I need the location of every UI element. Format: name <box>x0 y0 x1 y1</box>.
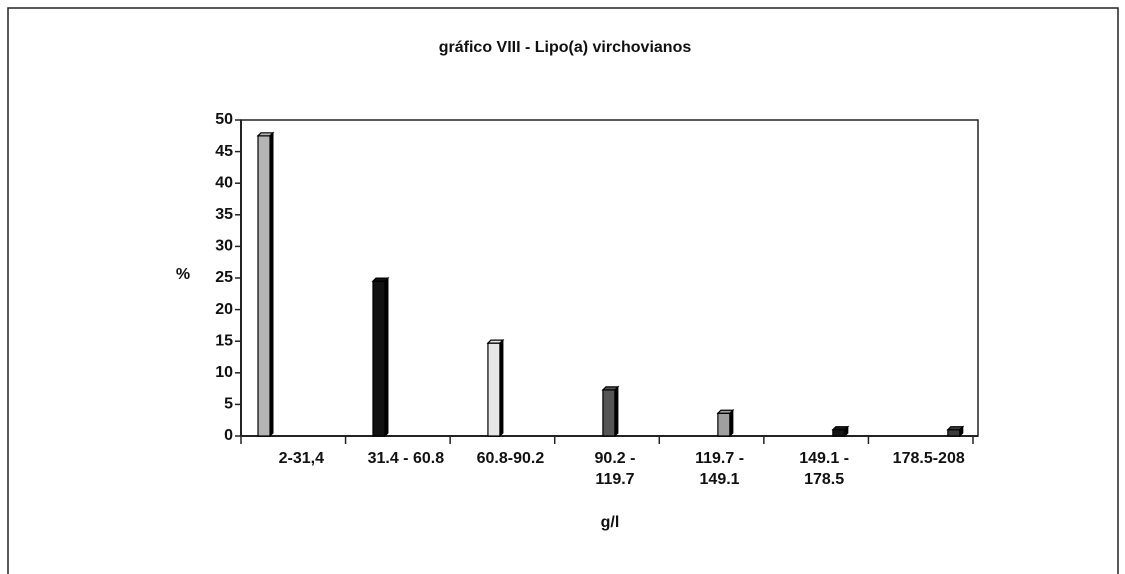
bar <box>371 276 390 438</box>
bar <box>831 425 850 438</box>
y-tick-label: 50 <box>215 111 233 128</box>
x-axis-label: g/l <box>601 514 620 531</box>
y-tick-label: 5 <box>224 396 233 413</box>
bar <box>486 338 505 438</box>
x-tick-label: 178.5-208 <box>892 450 965 467</box>
x-tick-label: 119.7 - 149.1 <box>695 450 745 488</box>
y-tick-label: 10 <box>215 364 233 381</box>
x-tick-label: 31.4 - 60.8 <box>367 450 445 467</box>
bar <box>946 425 965 438</box>
y-axis-label: % <box>176 266 190 283</box>
y-tick-label: 0 <box>224 427 233 444</box>
y-tick-label: 40 <box>215 174 233 191</box>
x-tick-label: 149.1 - 178.5 <box>799 450 850 488</box>
x-tick-label: 2-31,4 <box>278 450 324 467</box>
y-tick-label: 30 <box>215 238 233 255</box>
y-tick-label: 25 <box>215 269 233 286</box>
bar <box>716 409 735 438</box>
x-tick-label: 60.8-90.2 <box>476 450 545 467</box>
chart-title: gráfico VIII - Lipo(a) virchovianos <box>439 39 692 56</box>
y-tick-label: 35 <box>215 206 233 223</box>
y-tick-label: 15 <box>215 332 233 349</box>
y-tick-label: 45 <box>215 143 233 160</box>
y-tick-label: 20 <box>215 301 233 318</box>
bar <box>601 385 620 438</box>
bar <box>256 131 275 438</box>
x-tick-label: 90.2 - 119.7 <box>594 450 636 488</box>
frame <box>7 7 1119 574</box>
